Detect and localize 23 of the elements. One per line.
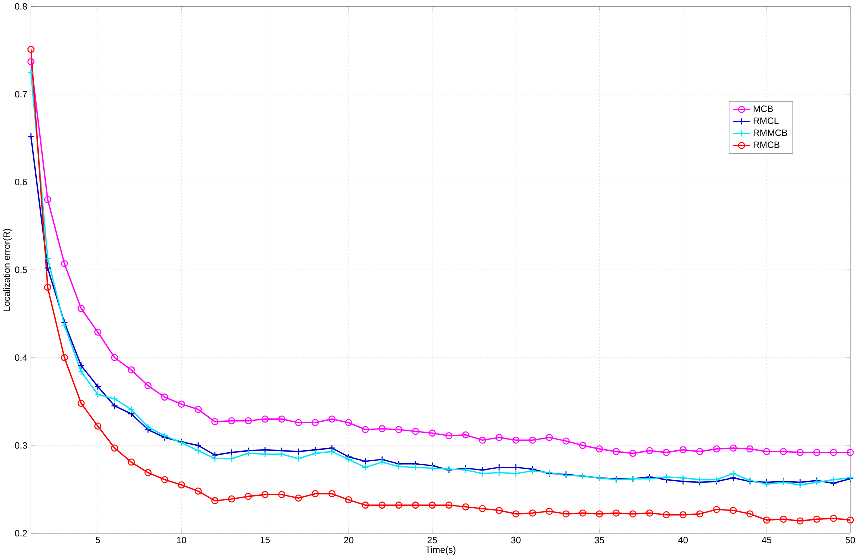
x-tick-label: 20 bbox=[344, 536, 354, 544]
y-axis-title: Localization error(R) bbox=[3, 228, 12, 311]
y-tick-label: 0.7 bbox=[15, 90, 28, 98]
legend-label: RMCL bbox=[754, 118, 779, 124]
y-tick-label: 0.6 bbox=[15, 178, 28, 186]
x-tick-label: 35 bbox=[594, 536, 604, 544]
x-tick-label: 5 bbox=[96, 536, 100, 544]
x-tick-label: 15 bbox=[260, 536, 270, 544]
legend-label: MCB bbox=[754, 106, 774, 112]
x-tick-label: 30 bbox=[511, 536, 521, 544]
x-axis-title: Time(s) bbox=[426, 546, 456, 555]
x-tick-label: 40 bbox=[678, 536, 688, 544]
legend-label: RMCB bbox=[754, 142, 780, 148]
x-tick-label: 10 bbox=[177, 536, 186, 544]
x-tick-label: 45 bbox=[762, 536, 772, 544]
legend-label: RMMCB bbox=[754, 130, 788, 136]
y-tick-label: 0.4 bbox=[15, 354, 28, 361]
y-tick-label: 0.2 bbox=[15, 530, 28, 537]
y-tick-label: 0.8 bbox=[15, 3, 28, 10]
x-tick-label: 25 bbox=[428, 536, 438, 544]
x-tick-label: 50 bbox=[846, 536, 856, 544]
y-tick-label: 0.5 bbox=[15, 266, 28, 274]
y-tick-label: 0.3 bbox=[15, 442, 28, 449]
